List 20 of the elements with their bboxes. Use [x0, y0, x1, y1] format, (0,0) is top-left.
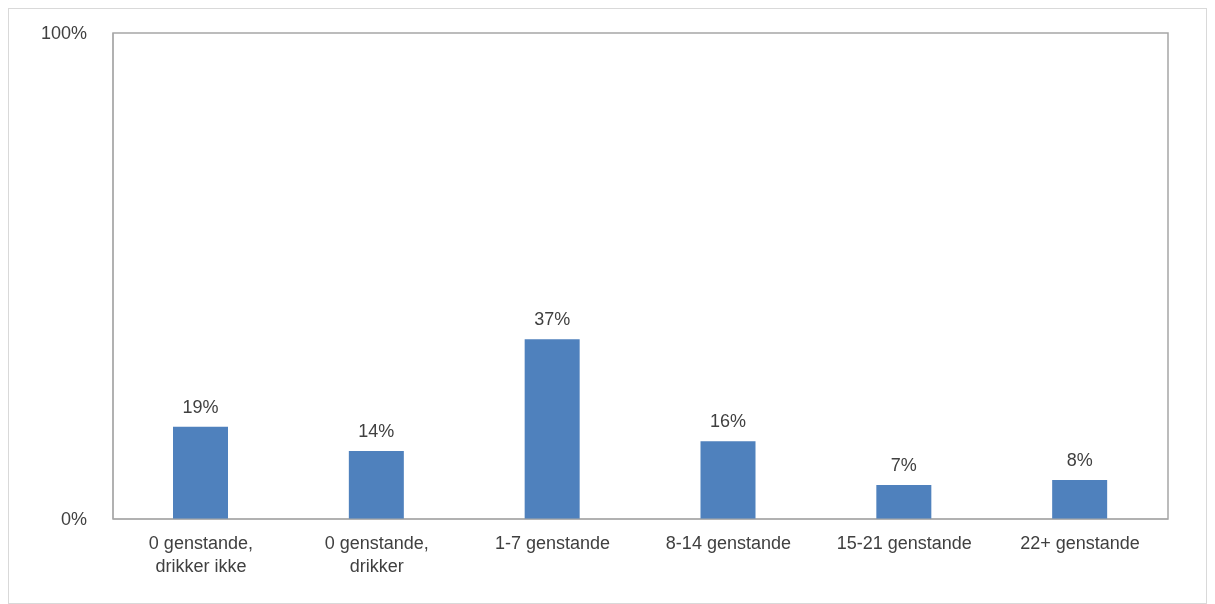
- x-tick-label: 15-21 genstande: [836, 533, 972, 553]
- data-label: 7%: [890, 454, 917, 475]
- x-tick-label: 22+ genstande: [1020, 533, 1140, 553]
- data-label: 19%: [182, 396, 219, 417]
- x-tick-label: 1-7 genstande: [495, 533, 611, 553]
- bar: [1052, 480, 1108, 519]
- data-label: 16%: [709, 411, 747, 432]
- y-tick-label: 0%: [60, 509, 87, 530]
- x-tick-label: 8-14 genstande: [665, 533, 791, 553]
- y-tick-label: 100%: [40, 23, 87, 44]
- data-label: 8%: [1066, 450, 1093, 471]
- bar: [173, 426, 228, 519]
- data-label: 37%: [534, 309, 571, 330]
- x-tick-label: 0 genstande, drikker ikke: [148, 533, 253, 576]
- bar: [876, 484, 932, 519]
- bar: [348, 450, 404, 519]
- bar: [524, 339, 580, 519]
- data-label: 14%: [358, 420, 395, 441]
- x-tick-label: 0 genstande, drikker: [324, 533, 429, 576]
- bar: [700, 441, 756, 519]
